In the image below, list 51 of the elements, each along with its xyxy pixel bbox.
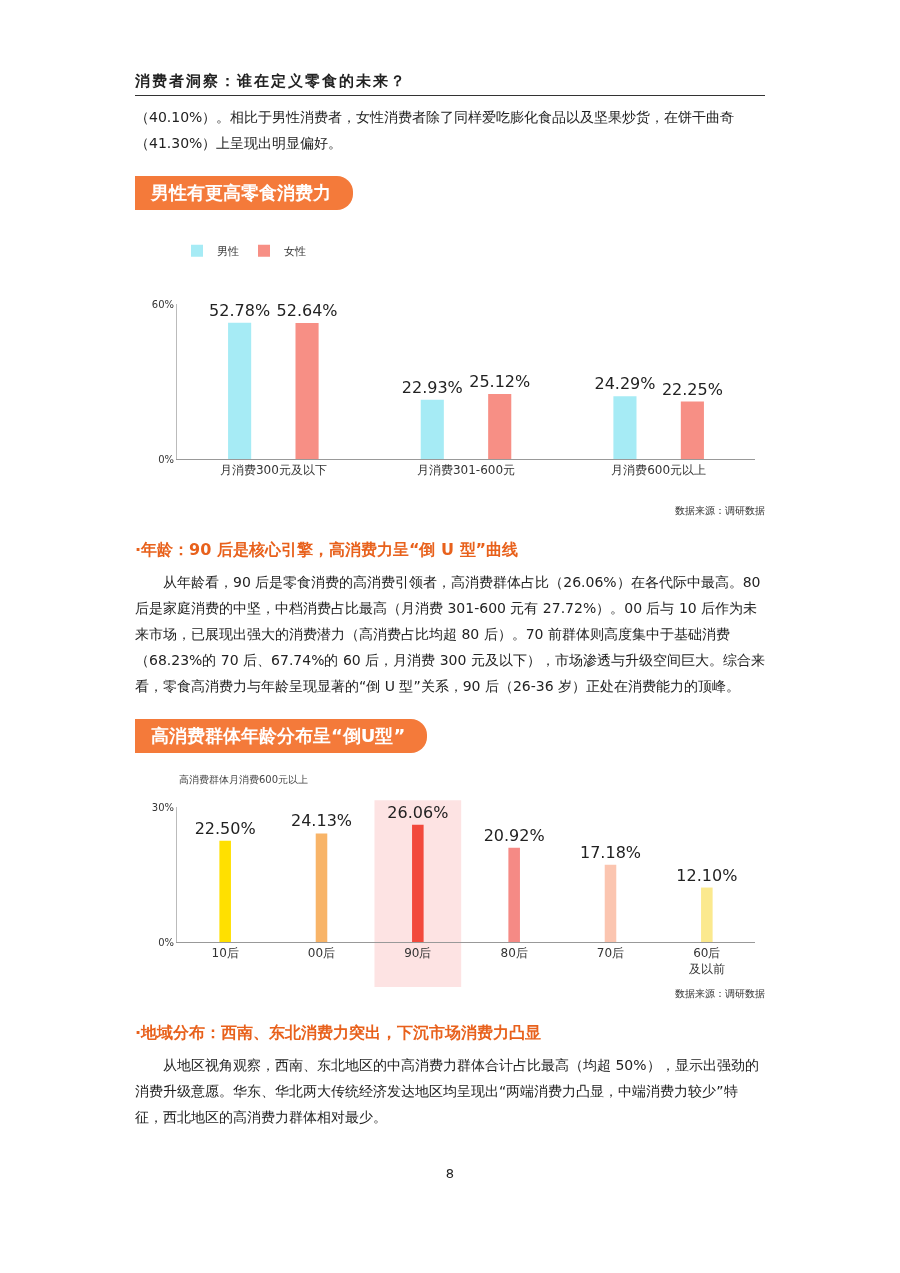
bar bbox=[412, 824, 424, 942]
bar bbox=[613, 396, 637, 459]
x-tick-label: 80后 bbox=[500, 946, 528, 961]
legend-label: 男性 bbox=[217, 245, 239, 259]
text: （40.10%）。相比于男性消费者，女性消费者除了同样爱吃膨化食品以及坚果炒货，在饼干曲奇（41.30%）上呈现出明显偏好。 bbox=[135, 108, 736, 153]
data-label: 17.18% bbox=[579, 842, 642, 862]
text: 从地区视角观察，西南、东北地区的中高消费力群体合计占比最高（均超 50%），显示出强劲的消费升级意愿。华东、华北两大传统经济发达地区均呈现出“两端消费力凸显，中端消费力较少”特征，西北地区的高消费力群体相对最少。 bbox=[135, 1056, 760, 1127]
bar bbox=[508, 847, 520, 942]
data-label: 24.13% bbox=[290, 811, 353, 831]
y-tick-label: 60% bbox=[151, 298, 174, 310]
bar bbox=[295, 323, 319, 459]
text: ·年龄：90 后是核心引擎，高消费力呈“倒 U 型”曲线 bbox=[135, 540, 520, 561]
x-tick-label: 70后 bbox=[596, 946, 625, 961]
x-tick-label: 月消费300元及以下 bbox=[219, 463, 327, 478]
x-tick-label: 60后及以前 bbox=[688, 946, 725, 976]
bar bbox=[228, 322, 252, 459]
x-tick-label: 10后 bbox=[211, 946, 239, 961]
chart-title: 高消费群体年龄分布呈“倒U型” bbox=[135, 719, 428, 753]
bar bbox=[219, 840, 231, 942]
data-label: 26.06% bbox=[387, 802, 449, 822]
data-label: 22.25% bbox=[661, 379, 723, 399]
text: 8 bbox=[444, 1166, 456, 1181]
data-label: 52.78% bbox=[209, 300, 271, 320]
chart-title: 男性有更高零食消费力 bbox=[135, 176, 353, 210]
data-label: 12.10% bbox=[676, 865, 738, 885]
data-label: 52.64% bbox=[276, 301, 338, 321]
bar bbox=[701, 887, 713, 942]
data-label: 20.92% bbox=[483, 825, 545, 845]
data-label: 22.50% bbox=[194, 818, 256, 838]
y-tick-label: 30% bbox=[151, 801, 174, 813]
data-label: 22.93% bbox=[401, 377, 463, 397]
bar bbox=[604, 864, 617, 942]
x-tick-label: 90后 bbox=[404, 946, 432, 961]
bar bbox=[680, 401, 704, 459]
bar bbox=[315, 833, 328, 942]
x-tick-label: 月消费600元以上 bbox=[611, 463, 707, 478]
source-note: 数据来源：调研数据 bbox=[674, 504, 765, 518]
text: 从年龄看，90 后是零食消费的高消费引领者，高消费群体占比（26.06%）在各代际中最高。80 后是家庭消费的中坚，中档消费占比最高（月消费 301-600 元有 27.72%）。00 后与 10 后作为未来市场，已展现出强大的消费潜力（高消费占比均超 80 后）。70 前群体则高度集中于基础消费（68.23%的 70 后、67.74%的 60 后，月消费 300 元及以下），市场渗透与升级空间巨大。综合来看，零食高消费力与年龄呈现显著的“倒 U 型”关系，90 后（26-36 岁）正处在消费能力的顶峰。 bbox=[135, 573, 765, 696]
bar bbox=[420, 399, 444, 459]
data-label: 25.12% bbox=[469, 372, 531, 392]
text: 消费者洞察：谁在定义零食的未来？ bbox=[135, 72, 765, 96]
y-tick-label: 0% bbox=[158, 453, 174, 465]
data-label: 24.29% bbox=[594, 374, 656, 394]
x-tick-label: 月消费301-600元 bbox=[416, 463, 516, 478]
x-tick-label: 00后 bbox=[307, 946, 336, 961]
y-tick-label: 0% bbox=[158, 936, 174, 948]
legend-label: 女性 bbox=[284, 245, 306, 259]
text: ·地域分布：西南、东北消费力突出，下沉市场消费力凸显 bbox=[135, 1023, 543, 1044]
y-axis-title: 高消费群体月消费600元以上 bbox=[179, 774, 309, 785]
bar bbox=[488, 394, 512, 459]
source-note: 数据来源：调研数据 bbox=[674, 987, 765, 1001]
